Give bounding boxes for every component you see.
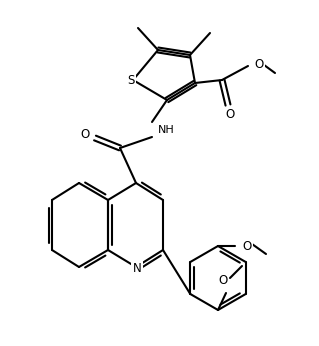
Text: S: S bbox=[127, 74, 135, 88]
Text: O: O bbox=[226, 109, 235, 121]
Text: O: O bbox=[242, 239, 251, 253]
Text: N: N bbox=[133, 263, 141, 275]
Text: O: O bbox=[80, 127, 90, 140]
Text: NH: NH bbox=[158, 125, 175, 135]
Text: O: O bbox=[254, 57, 263, 71]
Text: O: O bbox=[219, 273, 228, 286]
